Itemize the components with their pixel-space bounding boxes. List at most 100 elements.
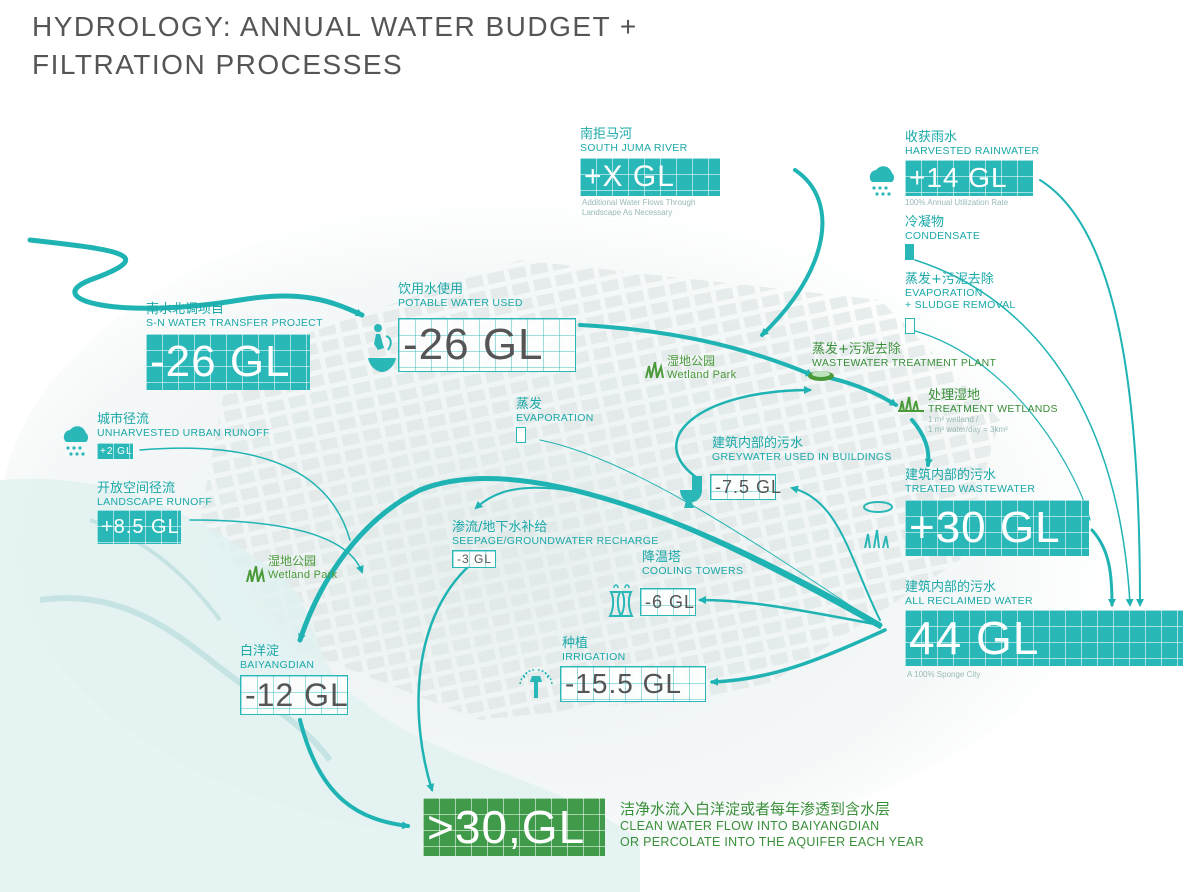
- seepage-cn: 渗流/地下水补给: [452, 520, 548, 535]
- flow-seepage-down: [417, 563, 472, 792]
- potable-cn: 饮用水使用: [398, 282, 464, 297]
- flow-juma-to-wwtp: [760, 168, 825, 337]
- harvested-rain-note: 100% Annual Utilization Rate: [905, 198, 1009, 207]
- flow-to-seepage: [474, 486, 881, 629]
- flow-reclaimed-to-greywater: [790, 485, 881, 621]
- south-juma-cn: 南拒马河: [580, 127, 633, 142]
- flow-transfer-inflow: [27, 237, 365, 318]
- landscape-runoff-value: +8.5 GL: [97, 510, 181, 544]
- flow-condensate-to-reclaimed: [914, 259, 1134, 607]
- south-juma-value: +X GL: [580, 158, 720, 196]
- grass-icon: [645, 362, 664, 378]
- urban-runoff-value: +2 GL: [97, 443, 133, 459]
- condensate-label: 冷凝物 CONDENSATE: [905, 215, 980, 242]
- urban-runoff-cn: 城市径流: [97, 412, 150, 427]
- harvested-rain-value: +14 GL: [905, 160, 1033, 196]
- greywater-cn: 建筑内部的污水: [712, 436, 804, 451]
- treated-ww-en: TREATED WASTEWATER: [905, 483, 1036, 495]
- baiyangdian-en: BAIYANGDIAN: [240, 659, 315, 671]
- urban-runoff-en: UNHARVESTED URBAN RUNOFF: [97, 427, 270, 439]
- flow-reclaimed-to-cooling: [698, 596, 882, 627]
- wetland-park-1-label: 湿地公园 Wetland Park: [667, 354, 736, 381]
- reclaimed-note: A 100% Sponge City: [907, 670, 981, 679]
- wwtp-label: 蒸发+污泥去除 WASTEWATER TREATMENT PLANT: [812, 342, 996, 369]
- treatment-wetlands-label: 处理湿地 TREATMENT WETLANDS 1 m² wetland / 1…: [928, 388, 1058, 435]
- condensate-value-bar: [905, 244, 914, 260]
- potable-en: POTABLE WATER USED: [398, 297, 523, 309]
- sprinkler-icon: [519, 669, 553, 698]
- irrigation-value: -15.5 GL: [560, 666, 706, 702]
- cooling-cn: 降温塔: [642, 550, 682, 565]
- treatment-wetlands-note-2: 1 m³ water/day = 3km²: [928, 425, 1008, 434]
- treatment-plant-icon: [863, 501, 893, 513]
- irrigation-cn: 种植: [562, 636, 589, 651]
- seepage-label: 渗流/地下水补给 SEEPAGE/GROUNDWATER RECHARGE: [452, 520, 659, 547]
- flow-wetlands-to-treated: [910, 418, 933, 467]
- south-juma-note-2: Landscape As Necessary: [582, 208, 673, 217]
- greywater-label: 建筑内部的污水 GREYWATER USED IN BUILDINGS: [712, 436, 892, 463]
- greywater-value: -7.5 GL: [710, 474, 781, 500]
- harvested-rain-en: HARVESTED RAINWATER: [905, 145, 1040, 157]
- clean-flow-label: 洁净水流入白洋淀或者每年渗透到含水层 CLEAN WATER FLOW INTO…: [620, 800, 924, 850]
- cooling-tower-icon: [608, 584, 634, 617]
- baiyangdian-value: -12 GL: [240, 675, 348, 715]
- reclaimed-value: 44 GL: [905, 610, 1183, 666]
- cooling-en: COOLING TOWERS: [642, 565, 744, 577]
- greywater-en: GREYWATER USED IN BUILDINGS: [712, 451, 892, 463]
- cooling-label: 降温塔 COOLING TOWERS: [642, 550, 743, 577]
- flow-wwtp-to-wetlands: [828, 376, 898, 407]
- clean-flow-en-2: OR PERCOLATE INTO THE AQUIFER EACH YEAR: [620, 835, 924, 849]
- evap-sludge-cn: 蒸发+污泥去除: [905, 272, 994, 287]
- wwtp-en: WASTEWATER TREATMENT PLANT: [812, 357, 997, 369]
- evaporation-cn: 蒸发: [516, 397, 543, 412]
- sn-transfer-en: S-N WATER TRANSFER PROJECT: [146, 317, 323, 329]
- sn-transfer-label: 南水北调项目 S-N WATER TRANSFER PROJECT: [146, 302, 323, 329]
- sn-transfer-cn: 南水北调项目: [146, 302, 225, 317]
- urban-runoff-label: 城市径流 UNHARVESTED URBAN RUNOFF: [97, 412, 270, 439]
- title-line-1: HYDROLOGY: ANNUAL WATER BUDGET +: [32, 11, 638, 42]
- title-line-2: FILTRATION PROCESSES: [32, 49, 404, 80]
- wetland-park-1-en: Wetland Park: [667, 369, 737, 381]
- evap-sludge-label: 蒸发+污泥去除 EVAPORATION + SLUDGE REMOVAL: [905, 272, 1016, 311]
- flow-greywater-loop: [675, 386, 812, 482]
- baiyangdian-cn: 白洋淀: [240, 644, 280, 659]
- reclaimed-label: 建筑内部的污水 ALL RECLAIMED WATER: [905, 580, 1033, 607]
- flow-landscape-runoff: [189, 519, 364, 574]
- south-juma-en: SOUTH JUMA RIVER: [580, 142, 688, 154]
- clean-flow-value: >30,GL: [423, 798, 605, 856]
- south-juma-note: Additional Water Flows Through Landscape…: [582, 198, 695, 218]
- treated-ww-cn: 建筑内部的污水: [905, 468, 997, 483]
- evap-sludge-en-1: EVAPORATION: [905, 287, 983, 299]
- harvested-rain-label: 收获雨水 HARVESTED RAINWATER: [905, 130, 1039, 157]
- flow-to-evaporation: [539, 439, 881, 626]
- evaporation-en: EVAPORATION: [516, 412, 594, 424]
- landscape-runoff-label: 开放空间径流 LANDSCAPE RUNOFF: [97, 481, 212, 508]
- flow-urban-runoff: [139, 447, 351, 541]
- treatment-wetlands-note-1: 1 m² wetland /: [928, 415, 979, 424]
- potable-label: 饮用水使用 POTABLE WATER USED: [398, 282, 523, 309]
- flow-rain-to-reclaimed: [1039, 179, 1144, 607]
- condensate-en: CONDENSATE: [905, 230, 981, 242]
- evap-sludge-en-2: + SLUDGE REMOVAL: [905, 299, 1016, 311]
- treated-ww-label: 建筑内部的污水 TREATED WASTEWATER: [905, 468, 1035, 495]
- wetland-park-2-en: Wetland Park: [268, 569, 338, 581]
- wwtp-cn: 蒸发+污泥去除: [812, 342, 901, 357]
- flow-reclaimed-to-baiyangdian: [297, 476, 883, 643]
- grass-icon: [246, 566, 265, 582]
- evap-sludge-value-box: [905, 318, 915, 334]
- cooling-value: -6 GL: [640, 588, 696, 616]
- seepage-value: -3 GL: [452, 550, 496, 568]
- seepage-en: SEEPAGE/GROUNDWATER RECHARGE: [452, 535, 659, 547]
- treated-ww-value: +30 GL: [905, 500, 1089, 556]
- condensate-cn: 冷凝物: [905, 215, 945, 230]
- wetland-park-1-cn: 湿地公园: [667, 354, 716, 368]
- evaporation-value-box: [516, 427, 526, 443]
- drinking-fountain-icon: [368, 324, 396, 372]
- flow-potable-to-wwtp: [578, 323, 814, 377]
- wetland-icon: [864, 529, 889, 549]
- harvested-rain-cn: 收获雨水: [905, 130, 958, 145]
- sn-transfer-value: -26 GL: [146, 334, 310, 390]
- irrigation-en: IRRIGATION: [562, 651, 626, 663]
- treatment-wetlands-en: TREATMENT WETLANDS: [928, 403, 1058, 415]
- toilet-icon: [680, 476, 702, 508]
